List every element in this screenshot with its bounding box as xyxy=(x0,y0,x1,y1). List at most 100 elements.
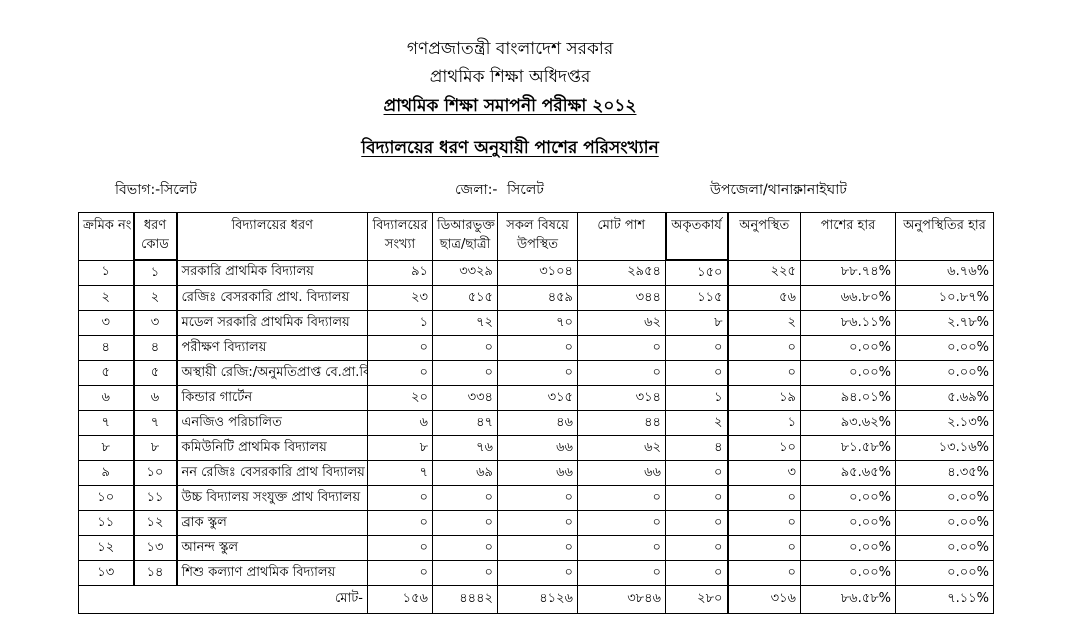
cell-type: কমিউনিটি প্রাথমিক বিদ্যালয় xyxy=(176,435,368,461)
cell-failed: ১১৫ xyxy=(665,285,729,311)
cell-type: কিন্ডার গার্টেন xyxy=(176,385,368,411)
column-header-schools: বিদ্যালয়ের সংখ্যা xyxy=(367,212,433,261)
cell-dr-students: ৭৬ xyxy=(432,435,498,461)
cell-dr-students: ০ xyxy=(432,485,498,511)
cell-serial: ৮ xyxy=(78,435,134,461)
cell-pass-rate: ০.০০% xyxy=(800,560,896,586)
cell-present-all: ০ xyxy=(497,335,578,361)
cell-present-all: ০ xyxy=(497,360,578,386)
cell-failed: ০ xyxy=(665,510,729,536)
cell-dr-students: ৩৩২৯ xyxy=(432,259,498,286)
cell-absent: ১ xyxy=(727,410,801,436)
cell-absent-rate: ০.০০% xyxy=(895,335,994,361)
directorate-title: প্রাথমিক শিক্ষা অধিদপ্তর xyxy=(429,67,591,87)
cell-absent-rate: ০.০০% xyxy=(895,510,994,536)
total-cell-absent-rate: ৭.১১% xyxy=(895,585,994,614)
cell-pass-rate: ০.০০% xyxy=(800,485,896,511)
cell-schools: ৮ xyxy=(367,435,433,461)
cell-dr-students: ০ xyxy=(432,535,498,561)
cell-pass-rate: ৯৩.৬২% xyxy=(800,410,896,436)
table-row: ৭ ৭ এনজিও পরিচালিত ৬ ৪৭ ৪৬ ৪৪ ২ ১ ৯৩.৬২% ২.১৩% xyxy=(78,410,994,436)
table-row: ৬ ৬ কিন্ডার গার্টেন ২০ ৩৩৪ ৩১৫ ৩১৪ ১ ১৯ ৯৪.০১% ৫.৬… xyxy=(78,385,994,411)
cell-dr-students: ৪৭ xyxy=(432,410,498,436)
cell-failed: ১ xyxy=(665,385,729,411)
table-row: ৩ ৩ মডেল সরকারি প্রাথমিক বিদ্যালয় ১ ৭২ ৭০ ৬২ ৮… xyxy=(78,310,994,336)
cell-dr-students: ০ xyxy=(432,510,498,536)
cell-schools: ৭ xyxy=(367,460,433,486)
table-row: ৯ ১০ নন রেজিঃ বেসরকারি প্রাথ বিদ্যালয় ৭ ৬৯ ৬… xyxy=(78,460,994,486)
cell-schools: ৬ xyxy=(367,410,433,436)
cell-absent: ০ xyxy=(727,485,801,511)
cell-present-all: ৬৬ xyxy=(497,435,578,461)
cell-absent: ৩ xyxy=(727,460,801,486)
cell-absent: ২২৫ xyxy=(727,259,801,286)
column-header-code: ধরণ কোড xyxy=(132,212,178,261)
cell-total-pass: ০ xyxy=(577,360,666,386)
cell-code: ১০ xyxy=(132,460,178,486)
total-cell-absent: ৩১৬ xyxy=(727,585,801,614)
cell-schools: ০ xyxy=(367,360,433,386)
total-cell-total-pass: ৩৮৪৬ xyxy=(577,585,666,614)
pass-statistics-table: ক্রমিক নং ধরণ কোড বিদ্যালয়ের ধরণ বিদ্যালয়ে… xyxy=(78,212,994,614)
cell-total-pass: ৩৪৪ xyxy=(577,285,666,311)
division-label: বিভাগ:- xyxy=(115,182,161,198)
cell-serial: ২ xyxy=(78,285,134,311)
cell-absent: ৫৬ xyxy=(727,285,801,311)
cell-absent: ২ xyxy=(727,310,801,336)
upazila-value: কানাইঘাট xyxy=(793,182,847,198)
cell-total-pass: ৪৪ xyxy=(577,410,666,436)
cell-code: ১১ xyxy=(132,485,178,511)
cell-absent-rate: ৫.৬৯% xyxy=(895,385,994,411)
cell-schools: ০ xyxy=(367,510,433,536)
cell-absent: ১০ xyxy=(727,435,801,461)
cell-type: এনজিও পরিচালিত xyxy=(176,410,368,436)
cell-total-pass: ০ xyxy=(577,560,666,586)
cell-absent: ১৯ xyxy=(727,385,801,411)
district-value: সিলেট xyxy=(507,182,544,198)
cell-serial: ৩ xyxy=(78,310,134,336)
cell-present-all: ৪৫৯ xyxy=(497,285,578,311)
table-row: ১১ ১২ ব্রাক স্কুল ০ ০ ০ ০ ০ ০ ০.০০% ০.০০% xyxy=(78,510,994,536)
cell-total-pass: ৩১৪ xyxy=(577,385,666,411)
cell-pass-rate: ৮৬.১১% xyxy=(800,310,896,336)
cell-absent: ০ xyxy=(727,335,801,361)
table-row: ৮ ৮ কমিউনিটি প্রাথমিক বিদ্যালয় ৮ ৭৬ ৬৬ ৬২ ৪ ১০ ৮… xyxy=(78,435,994,461)
cell-serial: ৭ xyxy=(78,410,134,436)
cell-absent-rate: ১৩.১৬% xyxy=(895,435,994,461)
cell-failed: ২ xyxy=(665,410,729,436)
cell-type: নন রেজিঃ বেসরকারি প্রাথ বিদ্যালয় xyxy=(176,460,368,486)
cell-code: ৬ xyxy=(132,385,178,411)
table-row: ১২ ১৩ আনন্দ স্কুল ০ ০ ০ ০ ০ ০ ০.০০% ০.০০% xyxy=(78,535,994,561)
cell-total-pass: ৬২ xyxy=(577,435,666,461)
column-header-absent: অনুপস্থিত xyxy=(727,212,801,261)
cell-type: অস্থায়ী রেজি:/অনুমতিপ্রাপ্ত বে.প্রা.বি xyxy=(176,360,368,386)
cell-serial: ১০ xyxy=(78,485,134,511)
cell-serial: ১১ xyxy=(78,510,134,536)
cell-schools: ০ xyxy=(367,560,433,586)
cell-schools: ০ xyxy=(367,485,433,511)
table-header-row: ক্রমিক নং ধরণ কোড বিদ্যালয়ের ধরণ বিদ্যালয়ে… xyxy=(78,212,994,261)
cell-present-all: ৬৬ xyxy=(497,460,578,486)
division-value: সিলেট xyxy=(160,182,197,198)
cell-failed: ০ xyxy=(665,535,729,561)
total-row: মোট- ১৫৬ ৪৪৪২ ৪১২৬ ৩৮৪৬ ২৮০ ৩১৬ ৮৬.৫৮% ৭.১১% xyxy=(78,585,994,614)
exam-title: প্রাথমিক শিক্ষা সমাপনী পরীক্ষা ২০১২ xyxy=(0,93,1020,121)
cell-present-all: ৩১০৪ xyxy=(497,259,578,286)
cell-dr-students: ০ xyxy=(432,560,498,586)
cell-absent-rate: ০.০০% xyxy=(895,485,994,511)
cell-absent-rate: ২.১৩% xyxy=(895,410,994,436)
cell-pass-rate: ৯৪.০১% xyxy=(800,385,896,411)
cell-failed: ০ xyxy=(665,335,729,361)
cell-present-all: ৪৬ xyxy=(497,410,578,436)
total-cell-dr-students: ৪৪৪২ xyxy=(432,585,498,614)
cell-pass-rate: ৮৮.৭৪% xyxy=(800,259,896,286)
column-header-absent-rate: অনুপস্থিতির হার xyxy=(895,212,994,261)
column-header-total-pass: মোট পাশ xyxy=(577,212,666,261)
cell-pass-rate: ০.০০% xyxy=(800,535,896,561)
cell-pass-rate: ০.০০% xyxy=(800,510,896,536)
cell-dr-students: ৫১৫ xyxy=(432,285,498,311)
cell-absent: ০ xyxy=(727,535,801,561)
cell-type: উচ্চ বিদ্যালয় সংযুক্ত প্রাথ বিদ্যালয় xyxy=(176,485,368,511)
cell-pass-rate: ৯৫.৬৫% xyxy=(800,460,896,486)
column-header-failed: অকৃতকার্য xyxy=(664,212,729,261)
